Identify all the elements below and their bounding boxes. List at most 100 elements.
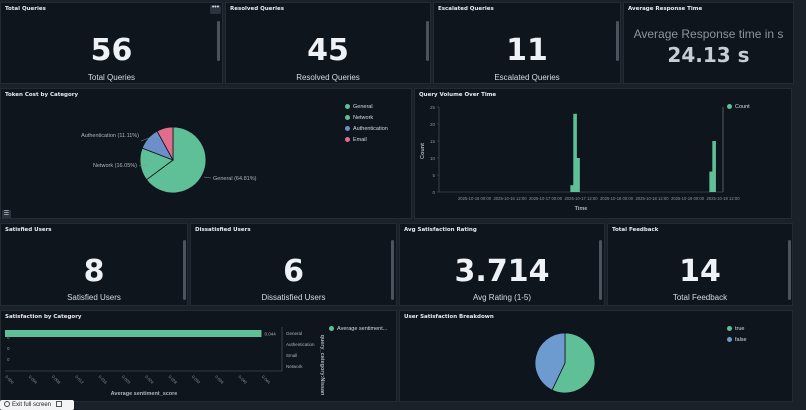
bars: [570, 113, 716, 192]
legend-item-avg-sentiment[interactable]: Average sentiment...: [329, 326, 387, 332]
x-tick-label: 0.040: [237, 374, 248, 385]
slice-label: General (64.81%): [213, 176, 257, 182]
chart-title: Token Cost by Category: [5, 92, 79, 98]
kpi-label: Total Feedback: [672, 293, 728, 302]
pie-slice[interactable]: [156, 126, 174, 161]
x-tick-label: 0.024: [144, 374, 155, 385]
token-cost-panel: Token Cost by Category Authentication (1…: [0, 88, 412, 219]
bar[interactable]: [576, 158, 580, 192]
bar-value-label: 0.044: [264, 332, 276, 337]
card-title: Average Response Time: [628, 6, 703, 12]
x-tick-label: 0.028: [168, 374, 179, 385]
avg-satisfaction-card: Avg Satisfaction Rating 3.714 Avg Rating…: [399, 223, 605, 306]
legend-item-general[interactable]: General: [345, 104, 373, 110]
pie-slice[interactable]: [551, 332, 596, 394]
exit-fullscreen-button[interactable]: Exit full screen: [0, 400, 74, 410]
fullscreen-icon: [55, 401, 62, 407]
y-ticks: 0 0 0: [7, 335, 10, 362]
x-tick-label: 0.012: [74, 374, 85, 385]
legend-item-email[interactable]: Email: [345, 137, 367, 143]
y-tick-label: 0: [7, 357, 10, 362]
legend-label: false: [735, 337, 747, 343]
token-cost-pie-chart: Authentication (11.11%) Network (16.05%)…: [81, 126, 257, 194]
legend-item-authentication[interactable]: Authentication: [345, 126, 388, 132]
kpi-value: 56: [90, 33, 133, 68]
y-tick-label: 20: [430, 122, 436, 127]
legend-marker: [345, 115, 350, 120]
x-tick-label: 2025-10-17 12:00: [564, 196, 598, 201]
y-tick-label: 25: [430, 105, 436, 110]
pie-slices: [534, 332, 596, 394]
list-icon[interactable]: ☰: [2, 210, 11, 218]
legend-marker: [727, 337, 732, 342]
x-tick-label: 2025-10-16 00:00: [458, 196, 492, 201]
legend-label: Average sentiment...: [337, 326, 388, 332]
scrollbar[interactable]: [426, 21, 429, 61]
query-volume-bar-chart: 0 5 10 15 20 25 2025-10-16 00:00 2025-10-16 12…: [420, 105, 740, 212]
kpi-value: 8: [83, 254, 105, 289]
satisfied-users-card: Satisfied Users 8 Satisfied Users: [0, 223, 188, 306]
bar[interactable]: [5, 330, 262, 337]
category-label: Authentication: [286, 342, 315, 347]
pie-slice[interactable]: [534, 332, 566, 391]
kpi-label: Dissatisfied Users: [261, 293, 326, 302]
x-tick-label: 0.004: [28, 374, 39, 385]
bar[interactable]: [570, 185, 574, 192]
legend-item-false[interactable]: false: [727, 337, 747, 343]
scrollbar[interactable]: [599, 240, 602, 300]
kpi-label: Total Queries: [87, 73, 136, 82]
legend-item-count[interactable]: Count: [727, 104, 750, 110]
card-title: Escalated Queries: [438, 6, 494, 12]
scrollbar[interactable]: [616, 21, 619, 61]
slice-label-authentication: Authentication (11.11%): [81, 133, 158, 142]
legend-label: true: [735, 326, 745, 332]
scrollbar[interactable]: [788, 240, 791, 300]
slice-label: Network (16.05%): [93, 163, 137, 169]
escalated-queries-card: Escalated Queries 11 Escalated Queries: [433, 2, 621, 84]
legend-marker: [727, 104, 732, 109]
satisfaction-by-category-panel: Satisfaction by Category 0.044 General Au…: [0, 310, 397, 402]
x-tick-label: 2025-10-19 12:00: [706, 196, 740, 201]
chart-title: Query Volume Over Time: [419, 92, 497, 98]
kpi-value: 11: [506, 33, 548, 68]
category-label: Network: [286, 364, 303, 369]
legend-item-network[interactable]: Network: [345, 115, 373, 121]
legend-label: Network: [353, 115, 374, 121]
legend-label: General: [353, 104, 373, 110]
scrollbar[interactable]: [391, 240, 394, 300]
x-tick-label: 0.016: [98, 374, 109, 385]
scrollbar[interactable]: [217, 21, 220, 61]
bar[interactable]: [573, 113, 577, 192]
chart-title: Satisfaction by Category: [5, 314, 82, 320]
y-tick-label: 15: [430, 139, 436, 144]
kpi-label: Escalated Queries: [494, 73, 560, 82]
pie-slice[interactable]: [145, 126, 207, 194]
category-label: General: [286, 331, 302, 336]
legend-marker: [345, 137, 350, 142]
legend-item-true[interactable]: true: [727, 326, 744, 332]
slice-label-general: General (64.81%): [203, 176, 257, 182]
bar[interactable]: [712, 141, 716, 192]
x-axis-title: Time: [575, 206, 588, 212]
scrollbar[interactable]: [183, 240, 186, 300]
y-tick-label: 0: [7, 346, 10, 351]
y-axis-title: Count: [420, 143, 426, 159]
kpi-value: 24.13 s: [667, 43, 750, 67]
bar[interactable]: [709, 171, 713, 192]
legend-label: Authentication: [353, 126, 388, 132]
legend-label: Email: [353, 137, 367, 143]
pie-slices: [139, 126, 207, 194]
category-label: Small: [286, 353, 297, 358]
x-tick-label: 2025-10-19 00:00: [671, 196, 705, 201]
legend-marker: [727, 326, 732, 331]
kpi-value: 14: [679, 254, 721, 289]
bars: 0.044: [5, 330, 276, 337]
x-tick-label: 2025-10-16 12:00: [493, 196, 527, 201]
slice-label-network: Network (16.05%): [93, 163, 148, 169]
kpi-label: Satisfied Users: [67, 293, 121, 302]
ellipsis-icon[interactable]: •••: [210, 4, 221, 14]
legend-label: Count: [735, 104, 750, 110]
x-ticks: 2025-10-16 00:00 2025-10-16 12:00 2025-10-…: [458, 196, 740, 201]
card-title: Satisfied Users: [5, 227, 52, 233]
kpi-subtitle: Average Response time in s: [633, 27, 784, 41]
